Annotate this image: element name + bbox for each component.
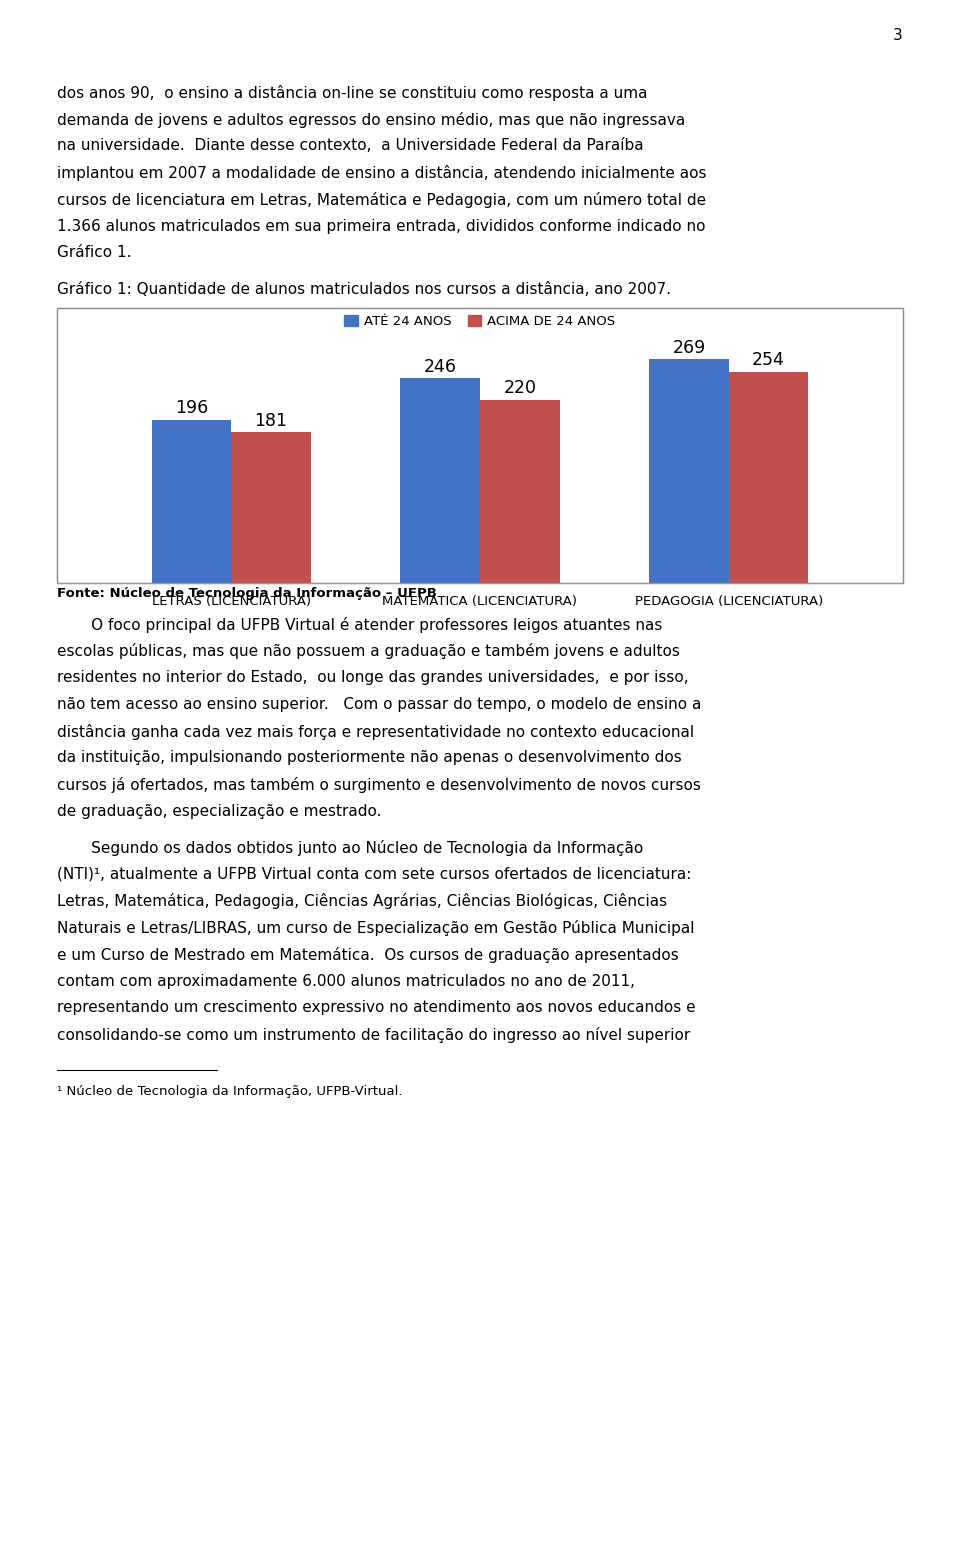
Bar <box>649 359 729 583</box>
Text: 246: 246 <box>423 357 457 376</box>
Text: dos anos 90,  o ensino a distância on-line se constituiu como resposta a uma: dos anos 90, o ensino a distância on-lin… <box>57 86 647 101</box>
Bar <box>400 379 480 583</box>
Text: e um Curso de Mestrado em Matemática.  Os cursos de graduação apresentados: e um Curso de Mestrado em Matemática. Os… <box>57 946 679 963</box>
Text: demanda de jovens e adultos egressos do ensino médio, mas que não ingressava: demanda de jovens e adultos egressos do … <box>57 112 685 128</box>
Text: Letras, Matemática, Pedagogia, Ciências Agrárias, Ciências Biológicas, Ciências: Letras, Matemática, Pedagogia, Ciências … <box>57 893 667 909</box>
Text: 1.366 alunos matriculados em sua primeira entrada, divididos conforme indicado n: 1.366 alunos matriculados em sua primeir… <box>57 218 706 234</box>
Text: consolidando-se como um instrumento de facilitação do ingresso ao nível superior: consolidando-se como um instrumento de f… <box>57 1027 690 1043</box>
Text: O foco principal da UFPB Virtual é atender professores leigos atuantes nas: O foco principal da UFPB Virtual é atend… <box>57 617 662 633</box>
Text: 220: 220 <box>503 379 537 398</box>
Text: Gráfico 1.: Gráfico 1. <box>57 245 132 260</box>
Text: (NTI)¹, atualmente a UFPB Virtual conta com sete cursos ofertados de licenciatur: (NTI)¹, atualmente a UFPB Virtual conta … <box>57 867 691 882</box>
Bar <box>57 309 903 583</box>
Text: Naturais e Letras/LIBRAS, um curso de Especialização em Gestão Pública Municipal: Naturais e Letras/LIBRAS, um curso de Es… <box>57 920 694 935</box>
Bar <box>152 419 231 583</box>
Text: ¹ Núcleo de Tecnologia da Informação, UFPB-Virtual.: ¹ Núcleo de Tecnologia da Informação, UF… <box>57 1085 402 1098</box>
Text: residentes no interior do Estado,  ou longe das grandes universidades,  e por is: residentes no interior do Estado, ou lon… <box>57 670 688 684</box>
Text: distância ganha cada vez mais força e representatividade no contexto educacional: distância ganha cada vez mais força e re… <box>57 723 694 739</box>
Text: 181: 181 <box>254 412 287 430</box>
Bar <box>729 371 808 583</box>
Text: cursos de licenciatura em Letras, Matemática e Pedagogia, com um número total de: cursos de licenciatura em Letras, Matemá… <box>57 192 707 207</box>
Text: Gráfico 1: Quantidade de alunos matriculados nos cursos a distância, ano 2007.: Gráfico 1: Quantidade de alunos matricul… <box>57 282 671 296</box>
Text: contam com aproximadamente 6.000 alunos matriculados no ano de 2011,: contam com aproximadamente 6.000 alunos … <box>57 973 635 988</box>
Text: implantou em 2007 a modalidade de ensino a distância, atendendo inicialmente aos: implantou em 2007 a modalidade de ensino… <box>57 165 707 181</box>
Bar <box>480 401 560 583</box>
Text: escolas públicas, mas que não possuem a graduação e também jovens e adultos: escolas públicas, mas que não possuem a … <box>57 644 680 659</box>
Text: não tem acesso ao ensino superior.   Com o passar do tempo, o modelo de ensino a: não tem acesso ao ensino superior. Com o… <box>57 697 702 712</box>
Text: 3: 3 <box>893 28 903 44</box>
Text: de graduação, especialização e mestrado.: de graduação, especialização e mestrado. <box>57 804 381 818</box>
Text: 269: 269 <box>672 338 706 357</box>
Text: cursos já ofertados, mas também o surgimento e desenvolvimento de novos cursos: cursos já ofertados, mas também o surgim… <box>57 776 701 794</box>
Bar <box>231 432 311 583</box>
Text: Fonte: Núcleo de Tecnologia da Informação – UFPB: Fonte: Núcleo de Tecnologia da Informaçã… <box>57 588 437 600</box>
Legend: ATÉ 24 ANOS, ACIMA DE 24 ANOS: ATÉ 24 ANOS, ACIMA DE 24 ANOS <box>339 309 621 334</box>
Text: Segundo os dados obtidos junto ao Núcleo de Tecnologia da Informação: Segundo os dados obtidos junto ao Núcleo… <box>57 840 643 856</box>
Text: na universidade.  Diante desse contexto,  a Universidade Federal da Paraíba: na universidade. Diante desse contexto, … <box>57 139 643 153</box>
Text: da instituição, impulsionando posteriormente não apenas o desenvolvimento dos: da instituição, impulsionando posteriorm… <box>57 750 682 765</box>
Text: 196: 196 <box>175 399 208 418</box>
Text: representando um crescimento expressivo no atendimento aos novos educandos e: representando um crescimento expressivo … <box>57 1001 696 1015</box>
Text: 254: 254 <box>753 351 785 369</box>
